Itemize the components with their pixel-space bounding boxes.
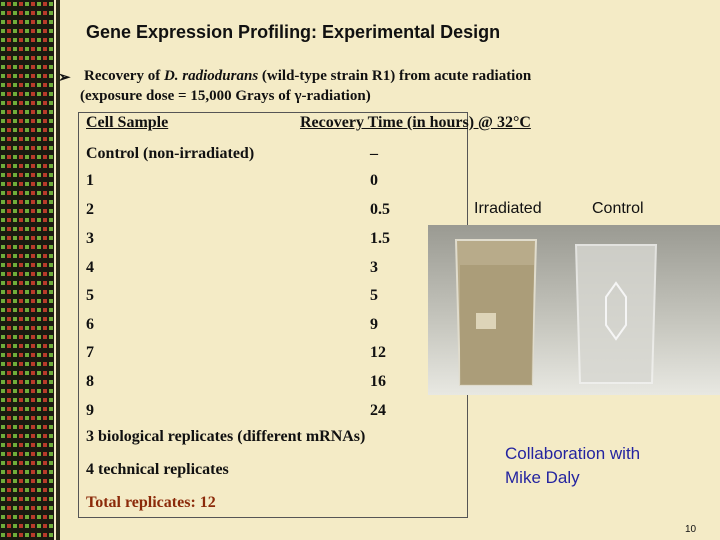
note: 3 biological replicates (different mRNAs… bbox=[86, 428, 366, 445]
microarray-strip bbox=[0, 0, 60, 540]
species: D. radiodurans bbox=[163, 68, 259, 84]
cell: 0 bbox=[370, 172, 378, 189]
cell: 16 bbox=[370, 373, 386, 390]
note: Total replicates: 12 bbox=[86, 494, 216, 511]
cell: 6 bbox=[86, 316, 94, 333]
cell: 5 bbox=[370, 287, 378, 304]
bullet-line: (exposure dose = 15,000 Grays of γ-radia… bbox=[80, 88, 371, 104]
text: Recovery of bbox=[84, 68, 164, 84]
table-frame bbox=[78, 112, 468, 518]
note: 4 technical replicates bbox=[86, 461, 229, 478]
cell: 9 bbox=[86, 402, 94, 419]
cell: 9 bbox=[370, 316, 378, 333]
collaboration: Mike Daly bbox=[505, 468, 580, 487]
bullet-icon: ➢ bbox=[58, 70, 71, 86]
page-number: 10 bbox=[685, 524, 697, 535]
beaker-photo bbox=[428, 225, 720, 395]
cell: 1 bbox=[86, 172, 94, 189]
cell: 5 bbox=[86, 287, 94, 304]
collaboration: Collaboration with bbox=[505, 444, 641, 463]
cell: 8 bbox=[86, 373, 94, 390]
bullet-line: Recovery of D. radiodurans (wild-type st… bbox=[84, 68, 531, 85]
cell: 3 bbox=[370, 259, 378, 276]
cell: 12 bbox=[370, 344, 386, 361]
text: (wild-type strain R1) from acute radiati… bbox=[258, 68, 532, 84]
column-header: Cell Sample bbox=[86, 114, 169, 131]
cell: 4 bbox=[86, 259, 94, 276]
cell: – bbox=[370, 145, 378, 162]
column-header: Recovery Time (in hours) @ 32°C bbox=[300, 114, 531, 131]
photo-label: Control bbox=[592, 200, 644, 217]
cell: 24 bbox=[370, 402, 386, 419]
cell: 7 bbox=[86, 344, 94, 361]
cell: 3 bbox=[86, 230, 94, 247]
cell: Control (non-irradiated) bbox=[86, 145, 255, 162]
cell: 2 bbox=[86, 201, 94, 218]
cell: 0.5 bbox=[370, 201, 390, 218]
cell: 1.5 bbox=[370, 230, 390, 247]
title: Gene Expression Profiling: Experimental … bbox=[86, 22, 501, 42]
photo-label: Irradiated bbox=[474, 200, 542, 217]
